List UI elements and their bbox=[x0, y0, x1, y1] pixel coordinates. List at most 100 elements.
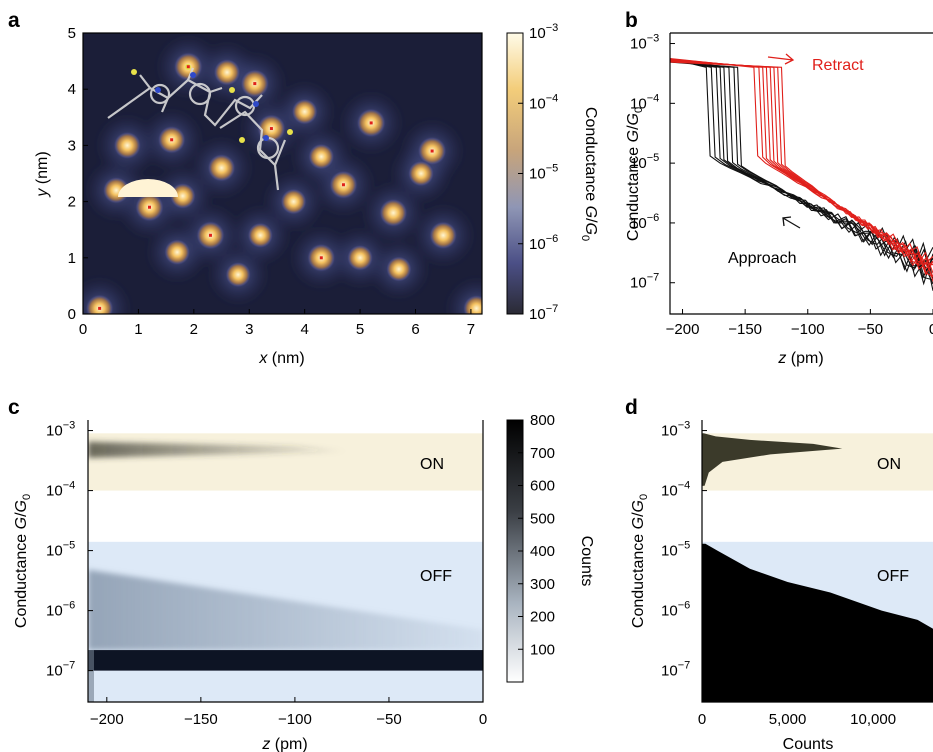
map-spot bbox=[307, 143, 335, 171]
x-tick-label: 2 bbox=[190, 321, 198, 338]
y-tick-label: 10−7 bbox=[630, 272, 659, 292]
density-map bbox=[88, 420, 483, 702]
map-markers bbox=[98, 65, 434, 310]
panel-b-y-axis-label: Conductance G/G0 bbox=[625, 107, 645, 241]
retract-trace bbox=[670, 61, 933, 278]
panel-d-y-ticks: 10−3 10−4 10−5 10−6 10−7 bbox=[661, 420, 707, 680]
panel-c-colorbar-label: Counts bbox=[578, 536, 595, 587]
molecule-overlay bbox=[107, 67, 287, 191]
off-histogram bbox=[702, 543, 933, 702]
panel-c: c ON OFF −200 −150 −100 −50 0 10−310−410−510… bbox=[8, 396, 595, 752]
map-spot bbox=[213, 58, 241, 87]
x-tick-label: −100 bbox=[278, 711, 312, 728]
map-spot bbox=[225, 261, 252, 288]
panel-a-x-axis-label: x (nm) bbox=[258, 350, 304, 367]
panel-a: a bbox=[8, 9, 599, 367]
histogram-bars bbox=[702, 433, 933, 702]
y-tick-label: 10−3 bbox=[630, 33, 659, 53]
approach-traces bbox=[670, 58, 933, 291]
x-tick-label: 0 bbox=[479, 711, 487, 728]
panel-b-y-ticks: 10−3 10−4 10−5 10−6 10−7 bbox=[630, 33, 675, 292]
y-tick-label: 10−7 bbox=[46, 660, 75, 680]
panel-c-frame bbox=[87, 420, 484, 703]
y-tick-label: 1 bbox=[68, 250, 76, 267]
x-tick-label: 3 bbox=[245, 321, 253, 338]
panel-c-x-axis-label: z (pm) bbox=[261, 736, 307, 752]
on-histogram bbox=[702, 433, 843, 486]
map-spot bbox=[462, 294, 482, 314]
x-tick-label: 4 bbox=[300, 321, 308, 338]
map-spot bbox=[385, 255, 413, 283]
map-marker bbox=[170, 138, 174, 142]
y-tick-label: 4 bbox=[68, 81, 76, 98]
y-tick-label: 10−6 bbox=[46, 600, 75, 620]
map-spot bbox=[247, 222, 274, 249]
x-tick-label: 1 bbox=[134, 321, 142, 338]
colorbar-tick-label: 800 bbox=[530, 412, 555, 429]
x-tick-label: −200 bbox=[90, 711, 124, 728]
panel-a-y-axis-label: y (nm) bbox=[34, 151, 51, 197]
x-tick-label: −50 bbox=[376, 711, 401, 728]
panel-c-colorbar-ticks: 800 700 600 500 400 300 200 100 bbox=[518, 412, 555, 658]
map-marker bbox=[369, 121, 373, 125]
panel-d-label: d bbox=[625, 396, 638, 419]
colorbar-tick-label: 10−6 bbox=[529, 233, 558, 253]
panel-a-colorbar-label: Conductance G/G0 bbox=[579, 107, 599, 241]
panel-d-on-label: ON bbox=[877, 456, 901, 473]
map-spot bbox=[102, 176, 131, 205]
panel-b: b −200−150−100−500 10−310−410−510−610−7 … bbox=[625, 9, 933, 367]
colorbar-tick-label: 500 bbox=[530, 510, 555, 527]
x-tick-label: 0 bbox=[698, 711, 706, 728]
retract-traces bbox=[670, 58, 933, 282]
colorbar-tick-label: 300 bbox=[530, 576, 555, 593]
x-tick-label: 0 bbox=[929, 321, 933, 338]
map-spot bbox=[428, 220, 458, 250]
map-marker bbox=[98, 306, 102, 310]
panel-b-x-axis-label: z (pm) bbox=[777, 350, 823, 367]
panel-c-off-label: OFF bbox=[420, 568, 452, 585]
map-marker bbox=[319, 256, 323, 260]
y-tick-label: 10−6 bbox=[661, 600, 690, 620]
panel-b-label: b bbox=[625, 9, 638, 32]
colorbar-tick-label: 700 bbox=[530, 445, 555, 462]
x-tick-label: 10,000 bbox=[850, 711, 896, 728]
y-tick-label: 10−3 bbox=[46, 420, 75, 440]
map-marker bbox=[253, 82, 257, 86]
y-tick-label: 10−7 bbox=[661, 660, 690, 680]
y-tick-label: 10−3 bbox=[661, 420, 690, 440]
colorbar-tick-label: 10−3 bbox=[529, 22, 558, 42]
map-marker bbox=[341, 183, 345, 187]
map-artifact bbox=[118, 179, 178, 197]
y-tick-label: 10−4 bbox=[630, 92, 659, 112]
map-spot bbox=[280, 188, 308, 216]
panel-b-frame bbox=[669, 32, 933, 315]
colorbar-tick-label: 600 bbox=[530, 478, 555, 495]
panel-d-x-axis-label: Counts bbox=[783, 736, 834, 752]
y-tick-label: 10−5 bbox=[661, 540, 690, 560]
retract-arrow bbox=[767, 53, 795, 65]
panel-d-x-ticks: 0 5,000 10,000 bbox=[698, 697, 896, 728]
approach-arrow bbox=[782, 216, 801, 229]
panel-c-label: c bbox=[8, 396, 20, 419]
x-tick-label: 6 bbox=[411, 321, 419, 338]
map-marker bbox=[148, 205, 151, 209]
x-tick-label: −150 bbox=[728, 321, 762, 338]
retract-trace bbox=[670, 59, 933, 276]
x-tick-label: −50 bbox=[858, 321, 883, 338]
panel-c-on-label: ON bbox=[420, 456, 444, 473]
retract-label: Retract bbox=[812, 57, 864, 74]
panel-a-frame bbox=[82, 32, 483, 315]
map-marker bbox=[269, 127, 273, 131]
map-spot bbox=[291, 98, 319, 126]
y-tick-label: 2 bbox=[68, 194, 76, 211]
on-band bbox=[88, 433, 483, 491]
x-tick-label: −150 bbox=[184, 711, 218, 728]
y-tick-label: 10−5 bbox=[630, 152, 659, 172]
map-spot bbox=[163, 238, 191, 266]
noise-floor-density bbox=[88, 650, 483, 671]
map-spots bbox=[85, 51, 482, 314]
retract-trace bbox=[670, 58, 933, 265]
y-tick-label: 10−6 bbox=[630, 212, 659, 232]
map-spot bbox=[346, 244, 374, 272]
retract-trace bbox=[670, 58, 933, 274]
